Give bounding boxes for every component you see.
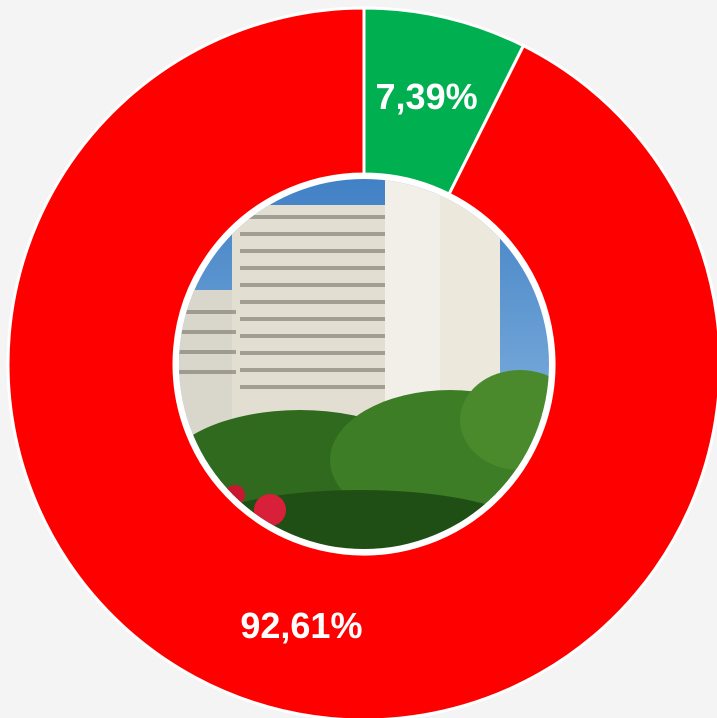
value-label: 7,39%	[376, 76, 478, 117]
value-label: 92,61%	[240, 605, 362, 646]
page: 7,39%92,61% (() => { const data = JSON.p…	[0, 0, 717, 718]
chart: 7,39% 92,61%	[0, 0, 717, 718]
